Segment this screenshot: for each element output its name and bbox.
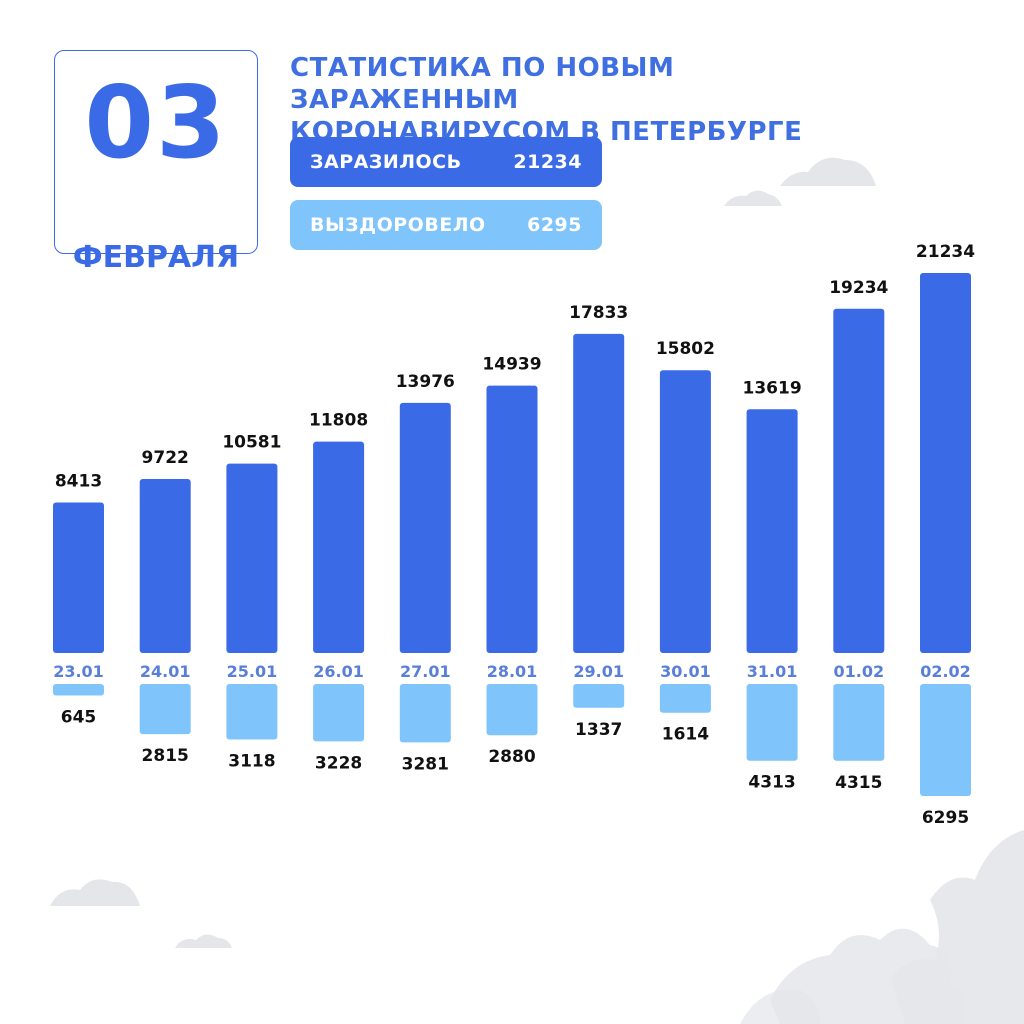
infected-value-label: 13619: [743, 378, 802, 398]
infected-value-label: 11808: [309, 411, 368, 431]
legend-recovered-label: ВЫЗДОРОВЕЛО: [310, 214, 486, 236]
date-month: ФЕВРАЛЯ: [72, 240, 240, 275]
recovered-bar: [486, 684, 538, 736]
title-line-1: СТАТИСТИКА ПО НОВЫМ ЗАРАЖЕННЫМ: [290, 53, 675, 115]
recovered-value-label: 6295: [922, 808, 969, 828]
recovered-value-label: 4315: [835, 773, 882, 793]
recovered-value-label: 3281: [402, 754, 449, 774]
legend-infected-value: 21234: [513, 151, 582, 173]
date-card: 03 ФЕВРАЛЯ: [54, 50, 258, 273]
recovered-value-label: 1337: [575, 720, 622, 740]
infected-bar: [139, 479, 191, 653]
infected-value-label: 14939: [482, 355, 541, 375]
cloud-small-right-decoration: [724, 190, 782, 206]
recovered-bar: [920, 684, 971, 796]
infected-bar: [53, 502, 104, 653]
recovered-value-label: 4313: [748, 773, 795, 793]
cloud-small-decoration: [175, 934, 232, 948]
cloud-left-decoration: [50, 879, 140, 906]
date-tick-label: 27.01: [400, 662, 451, 681]
infected-value-label: 8413: [55, 471, 102, 491]
recovered-bar: [139, 684, 191, 735]
recovered-value-label: 2880: [488, 747, 535, 767]
recovered-bar: [399, 684, 451, 743]
cloud-top-right-decoration: [780, 157, 876, 186]
date-tick-label: 30.01: [660, 662, 711, 681]
legend-infected: ЗАРАЗИЛОСЬ 21234: [290, 137, 602, 187]
recovered-bar: [746, 684, 798, 761]
recovered-value-label: 3228: [315, 753, 362, 773]
date-tick-label: 25.01: [227, 662, 278, 681]
infected-bar: [313, 441, 365, 653]
recovered-bar: [833, 684, 885, 761]
infected-bar: [659, 370, 711, 653]
infected-bar: [486, 385, 538, 653]
legend-infected-label: ЗАРАЗИЛОСЬ: [310, 151, 462, 173]
infected-value-label: 13976: [396, 372, 455, 392]
infected-bar: [920, 273, 971, 653]
recovered-bar: [226, 684, 278, 740]
recovered-value-label: 3118: [228, 751, 275, 771]
date-tick-label: 23.01: [53, 662, 104, 681]
infected-bar: [746, 409, 798, 653]
infected-bar: [399, 402, 451, 653]
date-tick-label: 28.01: [487, 662, 538, 681]
date-tick-label: 26.01: [313, 662, 364, 681]
legend-recovered: ВЫЗДОРОВЕЛО 6295: [290, 200, 602, 250]
infected-value-label: 10581: [222, 433, 281, 453]
infected-bar: [833, 308, 885, 653]
date-tick-label: 31.01: [747, 662, 798, 681]
date-tick-label: 01.02: [833, 662, 884, 681]
date-tick-label: 24.01: [140, 662, 191, 681]
date-tick-label: 29.01: [573, 662, 624, 681]
infected-value-label: 9722: [142, 448, 189, 468]
infected-bar: [573, 333, 625, 653]
date-tick-label: 02.02: [920, 662, 971, 681]
infected-value-label: 17833: [569, 303, 628, 323]
recovered-bar: [573, 684, 625, 708]
recovered-bar: [659, 684, 711, 713]
infected-value-label: 19234: [829, 278, 888, 298]
legend-recovered-value: 6295: [527, 214, 582, 236]
recovered-bar: [313, 684, 365, 742]
infected-value-label: 21234: [916, 242, 975, 262]
recovered-value-label: 645: [61, 707, 97, 727]
infected-bar: [226, 463, 278, 653]
recovered-value-label: 1614: [662, 725, 709, 745]
recovered-bar: [53, 684, 104, 696]
infected-value-label: 15802: [656, 339, 715, 359]
date-day: 03: [84, 64, 228, 181]
recovered-value-label: 2815: [142, 746, 189, 766]
